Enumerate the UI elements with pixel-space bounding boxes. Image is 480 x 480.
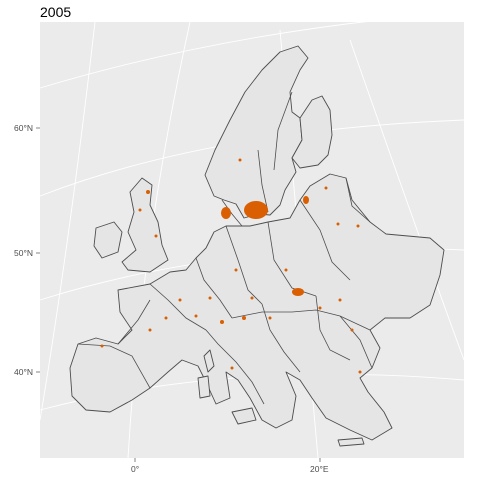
ireland (93, 221, 123, 259)
highlight-cluster-baltic (303, 196, 309, 204)
great-britain (121, 177, 169, 273)
y-tick-label: 50°N (14, 248, 33, 258)
y-axis: 60°N 50°N 40°N (14, 123, 40, 377)
corsica (203, 349, 215, 373)
y-tick-label: 40°N (14, 367, 33, 377)
map-title: 2005 (40, 4, 72, 20)
continental-europe (69, 173, 445, 441)
finland (291, 95, 333, 169)
country-borders (117, 91, 373, 373)
x-tick-label: 0° (131, 464, 139, 474)
x-tick-label: 20°E (310, 464, 329, 474)
x-axis: 0° 20°E (131, 458, 329, 474)
highlight-cluster-denmark (221, 207, 231, 219)
highlighted-areas (100, 158, 362, 374)
sardinia (197, 375, 211, 399)
land-masses (69, 45, 445, 447)
crete (337, 437, 365, 447)
y-tick-label: 60°N (14, 123, 33, 133)
highlight-cluster-sweden (244, 201, 268, 219)
sicily (231, 407, 257, 425)
highlight-cluster-poland (292, 288, 304, 296)
